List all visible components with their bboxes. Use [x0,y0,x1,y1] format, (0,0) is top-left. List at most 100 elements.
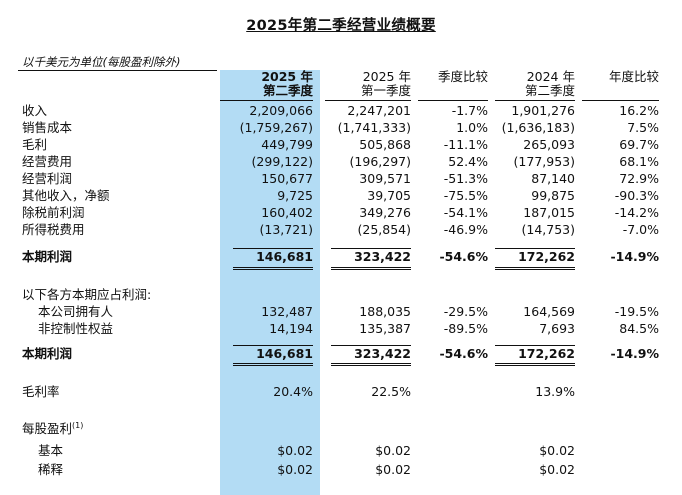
table-cell: 150,677 [261,171,313,186]
table-cell: 164,569 [523,304,575,319]
total-rule [495,248,575,249]
column-header: 2024 年第二季度 [495,70,575,98]
table-cell: (1,636,183) [501,120,575,135]
row-label: 以下各方本期应占利润: [22,287,152,302]
column-header-line1: 季度比较 [437,69,488,84]
table-cell: -51.3% [443,171,488,186]
total-rule [331,345,411,346]
table-cell: -14.9% [610,346,659,361]
table-cell: 1.0% [456,120,488,135]
total-rule [233,248,313,249]
table-cell: 323,422 [354,346,411,361]
table-cell: (25,854) [357,222,412,237]
table-cell: 1,901,276 [511,103,575,118]
table-cell: $0.02 [375,462,411,477]
total-rule [495,345,575,346]
unit-note-underline [18,70,217,71]
table-cell: 160,402 [261,205,313,220]
table-cell: 20.4% [273,384,313,399]
row-label: 基本 [38,443,64,458]
column-header-line1: 年度比较 [608,69,659,84]
row-label: 所得税费用 [22,222,85,237]
table-cell: 2,247,201 [347,103,411,118]
table-cell: $0.02 [277,462,313,477]
table-cell: $0.02 [375,443,411,458]
table-cell: 146,681 [256,346,313,361]
table-cell: 172,262 [518,249,575,264]
table-cell: -1.7% [451,103,488,118]
table-cell: -14.9% [610,249,659,264]
column-header-underline [495,100,575,101]
table-cell: -7.0% [622,222,659,237]
column-header: 2025 年第二季度 [220,70,313,98]
row-label: 每股盈利(1) [22,420,84,436]
table-cell: 449,799 [261,137,313,152]
table-cell: 146,681 [256,249,313,264]
table-cell: 7.5% [627,120,659,135]
table-cell: (196,297) [349,154,411,169]
column-header-underline [220,100,313,101]
table-cell: 14,194 [269,321,313,336]
column-header: 年度比较 [582,70,659,84]
table-cell: 265,093 [523,137,575,152]
table-cell: 309,571 [359,171,411,186]
table-cell: 188,035 [359,304,411,319]
table-cell: -29.5% [443,304,488,319]
table-cell: 72.9% [619,171,659,186]
row-label: 本公司拥有人 [38,304,114,319]
table-cell: 349,276 [359,205,411,220]
table-cell: -14.2% [614,205,659,220]
table-cell: 7,693 [539,321,575,336]
row-label: 经营利润 [22,171,73,186]
table-cell: -54.1% [443,205,488,220]
table-cell: 135,387 [359,321,411,336]
table-cell: -89.5% [443,321,488,336]
column-header-line2: 第一季度 [360,83,411,98]
table-cell: 22.5% [371,384,411,399]
table-cell: (13,721) [259,222,314,237]
row-label: 本期利润 [22,249,73,264]
table-cell: 52.4% [448,154,488,169]
table-cell: -11.1% [443,137,488,152]
unit-note: 以千美元为单位(每股盈利除外) [22,55,181,69]
total-rule [495,363,575,366]
table-cell: 16.2% [619,103,659,118]
footnote-marker: (1) [72,420,84,430]
row-label: 其他收入，净额 [22,188,110,203]
table-cell: -54.6% [439,346,488,361]
table-cell: 323,422 [354,249,411,264]
column-header-underline [418,100,488,101]
total-rule [331,267,411,270]
table-cell: (177,953) [513,154,575,169]
row-label: 本期利润 [22,346,73,361]
column-header-underline [325,100,411,101]
table-cell: 87,140 [531,171,575,186]
row-label: 经营费用 [22,154,73,169]
row-label: 除税前利润 [22,205,85,220]
table-cell: 13.9% [535,384,575,399]
table-cell: (1,759,267) [239,120,313,135]
table-cell: -90.3% [614,188,659,203]
table-cell: (299,122) [251,154,313,169]
table-cell: -75.5% [443,188,488,203]
column-header-line1: 2024 年 [526,69,575,84]
total-rule [331,248,411,249]
table-cell: 69.7% [619,137,659,152]
table-cell: 172,262 [518,346,575,361]
total-rule [233,267,313,270]
table-cell: 84.5% [619,321,659,336]
total-rule [495,267,575,270]
table-cell: 2,209,066 [249,103,313,118]
table-cell: -46.9% [443,222,488,237]
table-cell: (1,741,333) [337,120,411,135]
row-label: 收入 [22,103,48,118]
table-cell: $0.02 [539,462,575,477]
column-header-line1: 2025 年 [261,69,313,84]
table-cell: $0.02 [277,443,313,458]
document-title: 2025年第二季经营业绩概要 [246,18,436,34]
table-cell: (14,753) [521,222,576,237]
row-label: 毛利率 [22,384,60,399]
table-cell: 68.1% [619,154,659,169]
total-rule [233,363,313,366]
table-cell: 187,015 [523,205,575,220]
